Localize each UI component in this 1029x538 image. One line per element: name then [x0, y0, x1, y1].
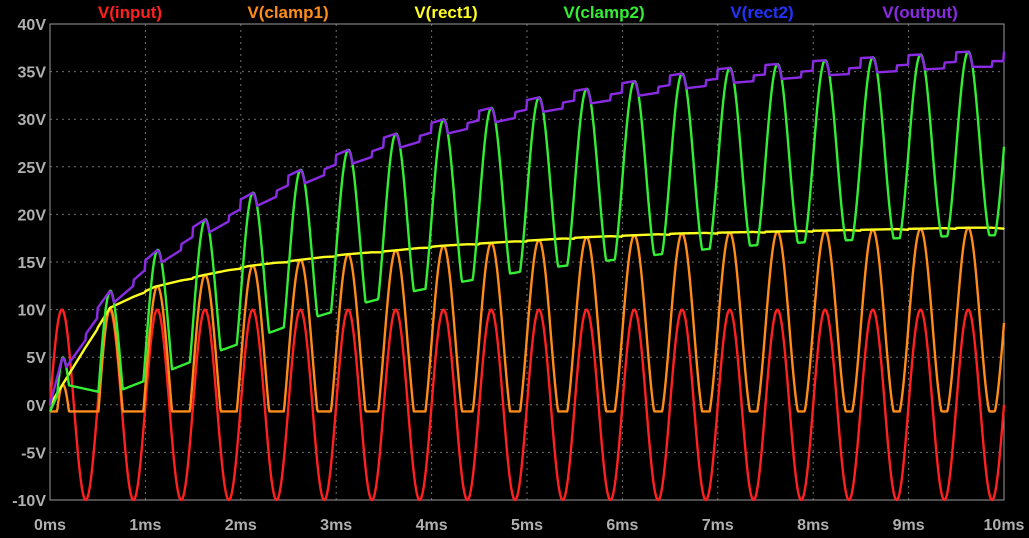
- y-tick-label: 5V: [26, 350, 46, 367]
- x-tick-label: 7ms: [702, 517, 734, 534]
- traces: [48, 50, 1006, 502]
- plot-border: [49, 23, 1005, 501]
- y-tick-label: -5V: [21, 445, 46, 462]
- grid: [50, 24, 1004, 500]
- x-tick-label: 2ms: [225, 517, 257, 534]
- x-tick-label: 4ms: [416, 517, 448, 534]
- y-tick-label: 25V: [18, 160, 47, 177]
- y-tick-label: 15V: [18, 255, 47, 272]
- legend-label: V(input): [98, 3, 162, 22]
- x-tick-label: 0ms: [34, 517, 66, 534]
- x-axis-ticks: 0ms 1ms 2ms 3ms 4ms 5ms 6ms 7ms 8ms 9ms 10ms: [34, 517, 1025, 534]
- y-tick-label: 20V: [18, 207, 47, 224]
- legend-label: V(clamp2): [563, 3, 644, 22]
- legend-label: V(rect1): [414, 3, 477, 22]
- legend-label: V(rect2): [730, 3, 793, 22]
- x-tick-label: 1ms: [129, 517, 161, 534]
- x-tick-label: 8ms: [797, 517, 829, 534]
- legend-label: V(output): [882, 3, 958, 22]
- y-tick-label: 0V: [26, 398, 46, 415]
- trace-input: [48, 308, 1006, 502]
- y-tick-label: -10V: [12, 493, 46, 510]
- y-tick-label: 30V: [18, 112, 47, 129]
- y-tick-label: 10V: [18, 303, 47, 320]
- y-tick-label: 35V: [18, 65, 47, 82]
- legend-label: V(clamp1): [247, 3, 328, 22]
- legend: V(input) V(clamp1) V(rect1) V(clamp2) V(rect…: [98, 3, 958, 22]
- plot-frame: [49, 23, 1005, 501]
- y-tick-label: 40V: [18, 17, 47, 34]
- x-tick-label: 5ms: [511, 517, 543, 534]
- x-tick-label: 3ms: [320, 517, 352, 534]
- x-tick-label: 9ms: [893, 517, 925, 534]
- y-axis-ticks: 40V 35V 30V 25V 20V 15V 10V 5V 0V -5V -10V: [12, 17, 46, 510]
- trace-clamp1: [49, 226, 1006, 413]
- x-tick-label: 6ms: [606, 517, 638, 534]
- x-tick-label: 10ms: [984, 517, 1025, 534]
- trace-output: [48, 50, 1006, 406]
